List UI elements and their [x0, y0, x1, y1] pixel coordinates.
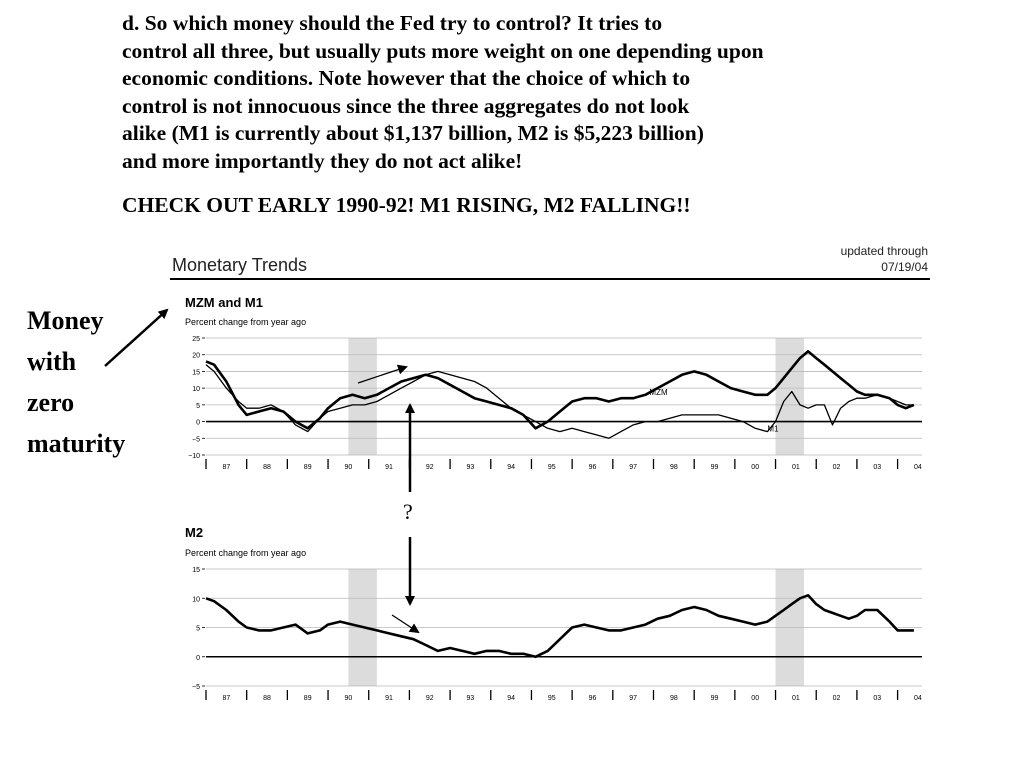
x-tick-label: 92	[426, 464, 434, 471]
y-tick-label: 10	[192, 596, 200, 603]
x-tick-label: 88	[263, 464, 271, 471]
m2-chart: 15 10 5 0 −5 87 88 89 90 91 92 93 94 95 96 97 98 99 00 01 02…	[192, 567, 922, 702]
annotation-word: zero	[27, 388, 75, 417]
money-label-arrow	[104, 308, 169, 367]
x-tick-label: 97	[629, 464, 637, 471]
x-tick-label: 04	[914, 464, 922, 471]
paragraph-line: control is not innocuous since the three…	[122, 93, 690, 118]
y-tick-label: −5	[192, 436, 200, 443]
x-tick-label: 95	[548, 695, 556, 702]
x-tick-label: 89	[304, 695, 312, 702]
x-tick-label: 93	[467, 695, 475, 702]
x-tick-label: 91	[385, 695, 393, 702]
money-zero-maturity-label: Money with zero maturity	[27, 300, 125, 464]
x-tick-label: 03	[873, 695, 881, 702]
recession-band	[775, 338, 805, 455]
y-tick-label: 20	[192, 353, 200, 360]
y-tick-label: 0	[196, 420, 200, 427]
question-mark: ?	[403, 499, 413, 524]
x-tick-label: 96	[589, 695, 597, 702]
x-tick-label: 94	[507, 695, 515, 702]
paragraph-line: and more importantly they do not act ali…	[122, 148, 523, 173]
annotation-word: with	[27, 347, 77, 376]
y-tick-label: 15	[192, 567, 200, 574]
series-line-mzm	[205, 350, 915, 430]
series-label: M1	[767, 425, 779, 434]
x-tick-label: 01	[792, 695, 800, 702]
mzm-m1-chart: 25 20 15 10 5 0 −5 −10 87 88 89 90 91 92 93 94 95 96 97 98 9…	[188, 336, 922, 471]
series-line-m1	[205, 364, 914, 439]
x-tick-label: 00	[751, 464, 759, 471]
x-tick-label: 03	[873, 464, 881, 471]
x-tick-label: 01	[792, 464, 800, 471]
y-axis-label: Percent change from year ago	[185, 548, 306, 558]
x-tick-label: 96	[589, 464, 597, 471]
slide-paragraph: d. So which money should the Fed try to …	[122, 10, 1002, 175]
y-tick-label: 5	[196, 403, 200, 410]
x-tick-label: 98	[670, 464, 678, 471]
callout-text: CHECK OUT EARLY 1990-92! M1 RISING, M2 F…	[122, 193, 691, 217]
m2-falling-arrow	[391, 614, 420, 634]
y-axis-label: Percent change from year ago	[185, 317, 306, 327]
x-tick-label: 87	[222, 464, 230, 471]
x-tick-label: 98	[670, 695, 678, 702]
x-tick-label: 94	[507, 464, 515, 471]
paragraph-line: control all three, but usually puts more…	[122, 38, 764, 63]
chart-title: MZM and M1	[185, 295, 263, 310]
y-tick-label: 5	[196, 626, 200, 633]
x-tick-label: 00	[751, 695, 759, 702]
m1-rising-arrow	[357, 364, 408, 384]
paragraph-line: alike (M1 is currently about $1,137 bill…	[122, 121, 704, 145]
annotation-word: maturity	[27, 429, 126, 458]
series-label: MZM	[649, 388, 668, 397]
y-tick-label: −5	[192, 684, 200, 691]
series-line-m2	[205, 593, 914, 659]
x-tick-label: 95	[548, 464, 556, 471]
x-tick-label: 92	[426, 695, 434, 702]
x-tick-label: 99	[711, 464, 719, 471]
x-tick-label: 89	[304, 464, 312, 471]
updated-date: 07/19/04	[881, 260, 928, 274]
paragraph-line: economic conditions. Note however that t…	[122, 66, 691, 90]
chart-title: M2	[185, 525, 203, 540]
x-tick-label: 97	[629, 695, 637, 702]
x-tick-label: 87	[222, 695, 230, 702]
x-tick-label: 02	[833, 695, 841, 702]
paragraph-line: d. So which money should the Fed try to …	[122, 11, 663, 35]
x-tick-label: 04	[914, 695, 922, 702]
y-tick-label: 10	[192, 386, 200, 393]
x-tick-label: 91	[385, 464, 393, 471]
x-tick-label: 88	[263, 695, 271, 702]
y-tick-label: 15	[192, 369, 200, 376]
y-tick-label: 0	[196, 655, 200, 662]
annotation-word: Money	[27, 306, 104, 335]
figure-title: Monetary Trends	[172, 255, 307, 275]
y-tick-label: −10	[188, 453, 200, 460]
x-tick-label: 93	[467, 464, 475, 471]
x-tick-label: 02	[833, 464, 841, 471]
x-tick-label: 99	[711, 695, 719, 702]
x-tick-label: 90	[344, 464, 352, 471]
x-tick-label: 90	[344, 695, 352, 702]
updated-label: updated through	[841, 244, 928, 258]
y-tick-label: 25	[192, 336, 200, 343]
